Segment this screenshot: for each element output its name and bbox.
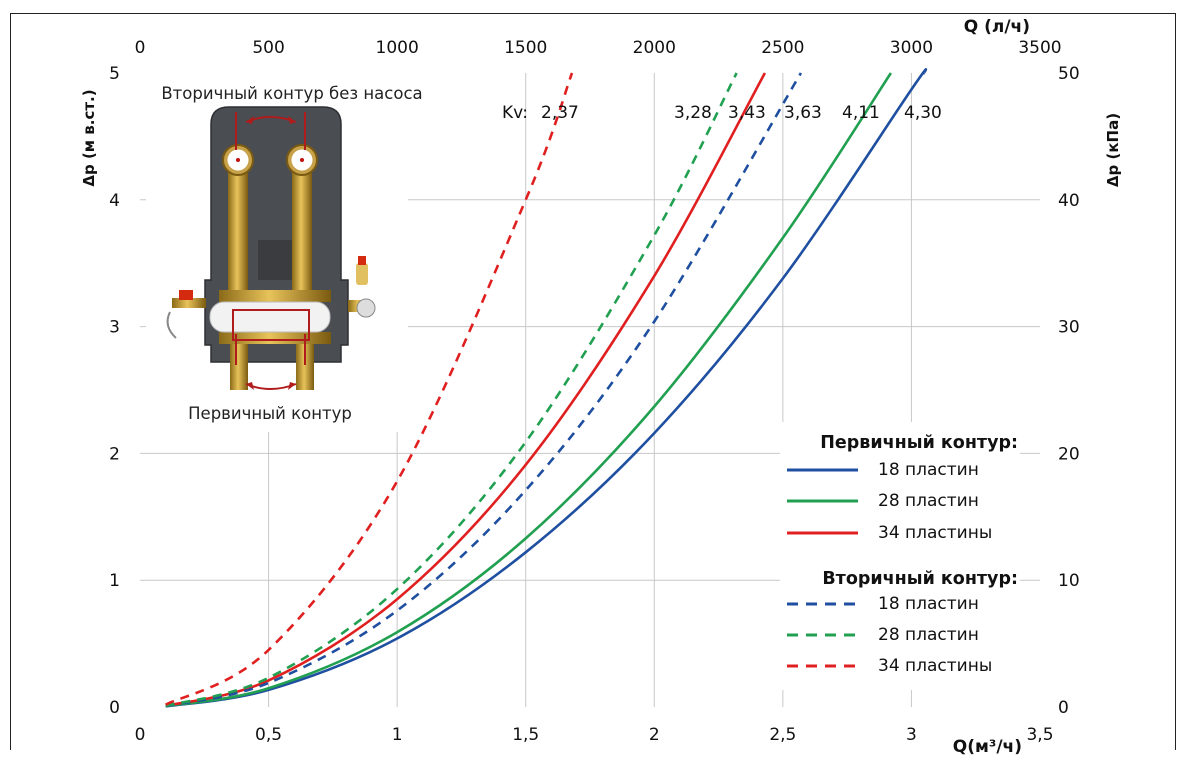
secondary-circuit-label: Вторичный контур без насоса (161, 84, 422, 103)
legend-entry-label: 28 пластин (878, 491, 979, 511)
x-bottom-tick-label: 0,5 (255, 725, 282, 745)
x-bottom-tick-label: 2 (649, 725, 660, 745)
series-line-primary-2 (165, 72, 767, 708)
axes: 0 0,5 1 1,5 2 2,5 3 3,50 500 1000 1500 2000 2500 3000… (80, 17, 1122, 757)
x-bottom-tick-label: 1,5 (512, 725, 539, 745)
legend: Первичный контур: Вторичный контур: 18 пла… (780, 422, 1020, 690)
series-line-secondary-0 (165, 72, 803, 708)
y-left-tick-label: 4 (109, 191, 120, 211)
y-left-tick-label: 2 (109, 444, 120, 464)
module-illustration: Вторичный контур без насоса (146, 72, 423, 432)
chart-frame (10, 13, 1176, 750)
kv-label: 3,28 (674, 103, 712, 123)
x-top-tick-label: 3500 (1018, 38, 1061, 58)
legend-entry-label: 34 пластины (878, 523, 992, 543)
y-right-tick-label: 30 (1058, 318, 1080, 338)
y-right-tick-label: 0 (1058, 698, 1069, 718)
y-left-tick-label: 3 (109, 318, 120, 338)
series-line-primary-0 (165, 68, 928, 708)
kv-label: 4,30 (904, 103, 942, 123)
series (165, 68, 928, 708)
y-right-tick-label: 40 (1058, 191, 1080, 211)
legend-entry-label: 18 пластин (878, 460, 979, 480)
y-right-axis-title: Δp (кПа) (1104, 113, 1122, 187)
x-top-tick-label: 2500 (761, 38, 804, 58)
x-top-tick-label: 2000 (633, 38, 676, 58)
primary-circuit-label: Первичный контур (188, 404, 352, 423)
legend-entry-label: 18 пластин (878, 594, 979, 614)
legend-background (780, 422, 1020, 690)
y-left-tick-label: 5 (109, 64, 120, 84)
legend-entry-label: 34 пластины (878, 656, 992, 676)
y-right-tick-label: 50 (1058, 64, 1080, 84)
x-top-axis-title: Q (л/ч) (964, 17, 1030, 37)
x-bottom-tick-label: 3,5 (1026, 725, 1053, 745)
kv-label: 3,63 (784, 103, 822, 123)
legend-primary-title: Первичный контур: (820, 433, 1018, 453)
y-left-axis-title: Δp (м в.ст.) (80, 89, 98, 186)
kv-label: 3,43 (728, 103, 766, 123)
x-bottom-tick-label: 3 (906, 725, 917, 745)
y-left-tick-label: 0 (109, 698, 120, 718)
y-right-tick-label: 10 (1058, 571, 1080, 591)
x-top-tick-label: 3000 (890, 38, 933, 58)
x-bottom-tick-label: 2,5 (769, 725, 796, 745)
series-line-primary-1 (165, 72, 892, 708)
x-top-tick-label: 1000 (376, 38, 419, 58)
kv-prefix: Kv: (502, 103, 528, 123)
x-bottom-axis-title: Q(м³/ч) (953, 737, 1022, 757)
legend-secondary-title: Вторичный контур: (822, 569, 1018, 589)
x-bottom-tick-label: 1 (392, 725, 403, 745)
series-line-secondary-2 (165, 72, 574, 706)
x-top-tick-label: 0 (135, 38, 146, 58)
y-right-tick-label: 20 (1058, 444, 1080, 464)
x-top-tick-label: 500 (252, 38, 284, 58)
x-top-tick-label: 1500 (504, 38, 547, 58)
kv-label: 4,11 (842, 103, 880, 123)
kv-label: 2,37 (541, 103, 579, 123)
y-left-tick-label: 1 (109, 571, 120, 591)
legend-entry-label: 28 пластин (878, 625, 979, 645)
x-bottom-tick-label: 0 (135, 725, 146, 745)
kv-labels: Kv: 4,30 4,11 3,43 3,63 3,28 2,37 (502, 103, 942, 123)
